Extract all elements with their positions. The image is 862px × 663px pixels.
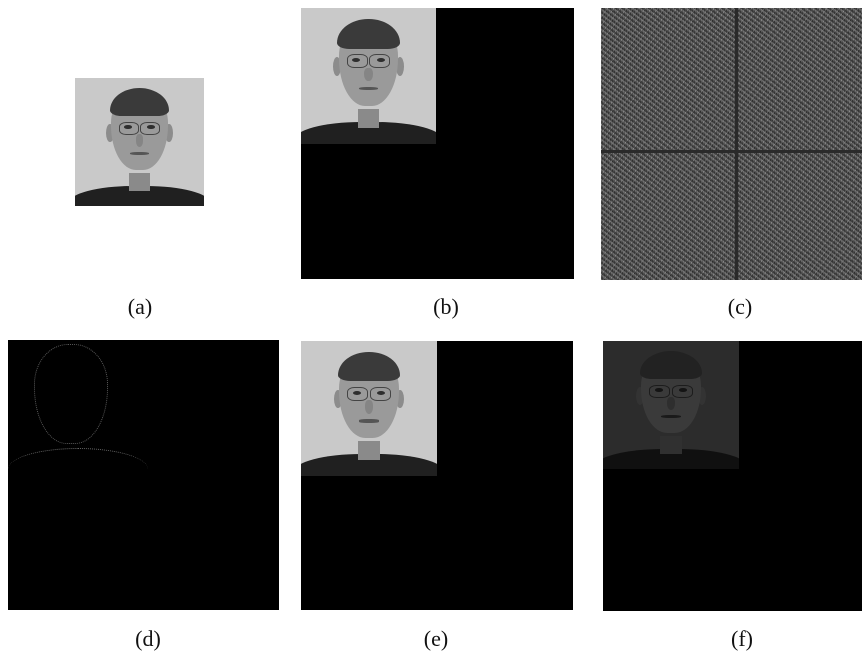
neck-shape bbox=[660, 435, 682, 454]
panel-f-face-image bbox=[603, 341, 739, 469]
left-glasses-lens bbox=[347, 386, 369, 402]
right-glasses-lens bbox=[671, 384, 693, 399]
left-eye bbox=[352, 390, 361, 395]
hair-shape bbox=[337, 18, 400, 49]
shirt-shape bbox=[75, 185, 204, 206]
hair-shape bbox=[639, 351, 703, 380]
mouth-shape bbox=[661, 415, 681, 419]
mouth-shape bbox=[130, 152, 149, 156]
right-ear-shape bbox=[395, 56, 404, 76]
panel-c-noise-image bbox=[601, 8, 862, 280]
face-edge-outline bbox=[34, 344, 108, 444]
caption-c: (c) bbox=[727, 294, 753, 319]
neck-shape bbox=[129, 172, 150, 191]
panel-a-face-image bbox=[75, 78, 204, 206]
caption-e: (e) bbox=[423, 626, 449, 651]
left-glasses-lens bbox=[118, 121, 139, 136]
nose-shape bbox=[364, 400, 374, 414]
caption-d: (d) bbox=[135, 626, 161, 651]
quadrant-divider-vertical bbox=[735, 8, 738, 280]
right-eye bbox=[376, 58, 385, 63]
neck-shape bbox=[358, 440, 380, 460]
hair-shape bbox=[109, 88, 170, 117]
nose-shape bbox=[135, 134, 144, 148]
panel-f-canvas bbox=[603, 341, 862, 611]
right-glasses-lens bbox=[369, 386, 391, 402]
right-ear-shape bbox=[165, 124, 174, 142]
shoulder-edge-outline bbox=[8, 448, 148, 469]
nose-shape bbox=[364, 67, 373, 82]
caption-f: (f) bbox=[731, 626, 753, 651]
right-eye bbox=[679, 388, 688, 393]
right-eye bbox=[147, 125, 155, 130]
caption-b: (b) bbox=[433, 294, 459, 319]
panel-e-face-image bbox=[301, 341, 437, 476]
right-glasses-lens bbox=[369, 54, 391, 69]
right-ear-shape bbox=[698, 387, 707, 405]
mouth-shape bbox=[359, 419, 379, 423]
left-glasses-lens bbox=[346, 54, 368, 69]
panel-e-canvas bbox=[301, 341, 573, 610]
right-ear-shape bbox=[396, 389, 405, 409]
hair-shape bbox=[337, 351, 401, 382]
right-eye bbox=[377, 390, 386, 395]
left-ear-shape bbox=[333, 389, 342, 409]
panel-d-edge-image bbox=[8, 340, 279, 610]
caption-a: (a) bbox=[127, 294, 153, 319]
nose-shape bbox=[666, 397, 676, 411]
mouth-shape bbox=[359, 86, 378, 91]
left-ear-shape bbox=[635, 387, 644, 405]
panel-b-face-image bbox=[301, 8, 436, 144]
neck-shape bbox=[357, 108, 380, 128]
panel-b-canvas bbox=[301, 8, 574, 279]
shirt-shape bbox=[603, 448, 739, 469]
left-eye bbox=[654, 388, 663, 393]
left-eye bbox=[124, 125, 132, 130]
shirt-shape bbox=[301, 454, 437, 476]
quadrant-divider-horizontal bbox=[601, 150, 862, 153]
right-glasses-lens bbox=[140, 121, 161, 136]
shirt-shape bbox=[301, 122, 436, 144]
left-ear-shape bbox=[105, 124, 114, 142]
left-glasses-lens bbox=[649, 384, 671, 399]
left-eye bbox=[352, 58, 361, 63]
left-ear-shape bbox=[333, 56, 342, 76]
